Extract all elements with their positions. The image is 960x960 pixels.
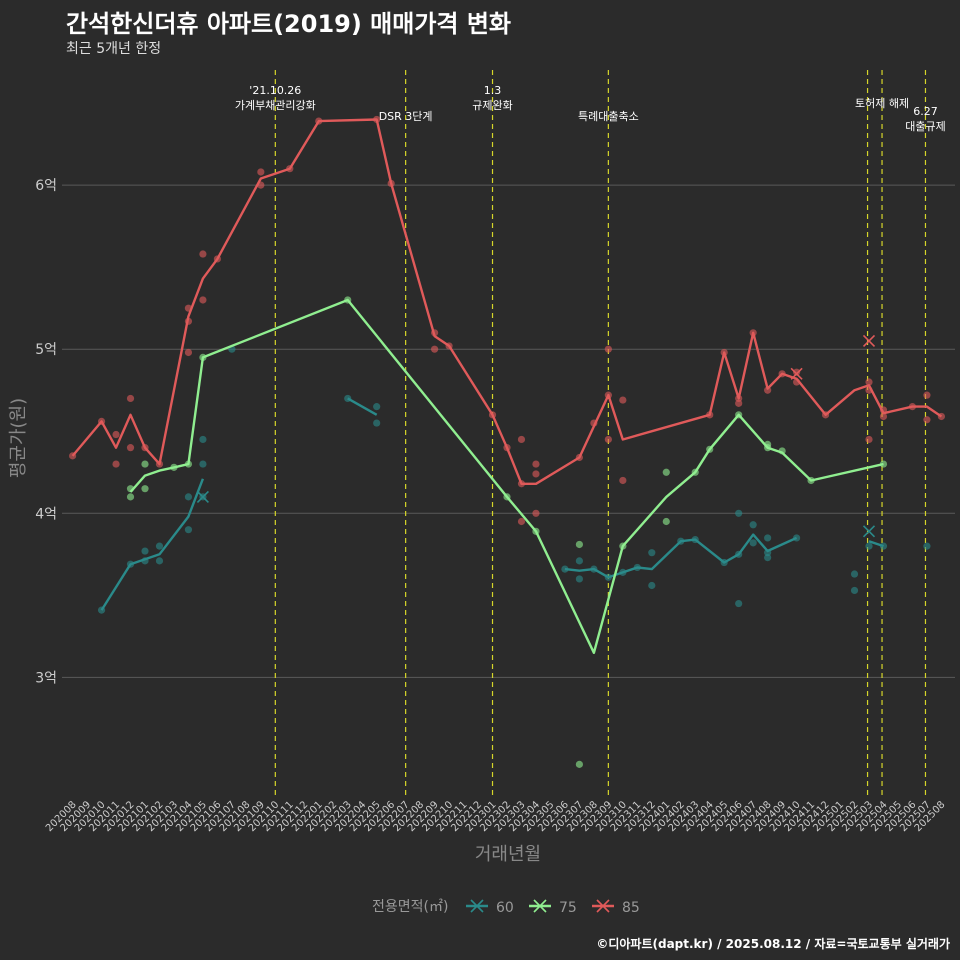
point-series-85 (865, 378, 873, 386)
point-series-60 (155, 542, 164, 550)
line-series-60 (564, 533, 798, 579)
event-label: 1.3 (484, 84, 502, 97)
point-series-85 (532, 509, 540, 517)
point-series-85 (619, 476, 627, 485)
point-series-75 (662, 517, 670, 526)
grid-lines (62, 184, 955, 678)
point-series-85 (865, 435, 873, 444)
point-series-75 (662, 468, 670, 476)
legend-key-60 (470, 899, 484, 913)
point-series-60 (199, 435, 207, 444)
event-label: 6.27 (913, 105, 938, 118)
point-series-75 (575, 540, 584, 549)
y-tick-labels: 3억 4억 5억 6억 (35, 178, 57, 686)
cross-mark-series-60 (196, 490, 209, 503)
source-caption: ©디아파트(dapt.kr) / 2025.08.12 / 자료=국토교통부 실… (596, 937, 950, 951)
point-series-60 (184, 526, 193, 534)
point-series-60 (155, 557, 164, 565)
point-series-60 (373, 419, 381, 427)
point-series-60 (575, 575, 584, 583)
event-label: 가계부채관리강화 (235, 99, 316, 112)
point-series-60 (850, 570, 859, 578)
point-series-75 (575, 760, 584, 768)
cross-mark-series-60 (862, 525, 876, 538)
point-series-85 (879, 412, 888, 421)
legend-label-60: 60 (496, 900, 514, 916)
data-points (69, 115, 946, 768)
legend: 전용면적(㎡) 60 75 85 (372, 899, 640, 916)
y-tick-label: 4억 (35, 506, 57, 522)
x-tick-labels: 2020082020092020102020112020122021012021… (44, 799, 948, 834)
point-series-60 (141, 547, 149, 555)
event-label: DSR 3단계 (379, 110, 433, 123)
y-axis-label: 평균가(원) (8, 398, 29, 478)
x-axis-label: 거래년월 (475, 844, 541, 865)
legend-label-75: 75 (559, 900, 577, 916)
event-label: 토허제 해제 (855, 96, 909, 110)
event-label: 규제완화 (472, 99, 512, 112)
y-tick-label: 3억 (35, 670, 57, 686)
point-series-85 (199, 296, 207, 304)
point-series-85 (517, 517, 526, 526)
point-series-60 (735, 509, 743, 517)
cross-marks (196, 334, 876, 538)
point-series-60 (865, 542, 873, 550)
point-series-85 (532, 460, 540, 468)
point-series-60 (749, 539, 757, 547)
event-label: '21.10.26 (249, 84, 301, 97)
point-series-85 (126, 394, 135, 403)
point-series-85 (199, 250, 207, 258)
series-lines (71, 118, 943, 654)
point-series-75 (126, 493, 135, 501)
point-series-85 (184, 348, 193, 357)
event-label: 대출규제 (905, 120, 945, 133)
point-series-60 (923, 542, 931, 550)
point-series-60 (648, 549, 656, 557)
legend-label-85: 85 (622, 900, 640, 916)
point-series-85 (517, 435, 526, 444)
point-series-60 (648, 581, 656, 590)
chart-title: 간석한신더휴 아파트(2019) 매매가격 변화 (66, 10, 511, 38)
cross-mark-series-85 (862, 334, 876, 348)
point-series-85 (923, 391, 931, 399)
chart-subtitle: 최근 5개년 한정 (66, 41, 162, 57)
point-series-85 (112, 430, 120, 439)
legend-title: 전용면적(㎡) (372, 899, 448, 915)
point-series-85 (604, 435, 612, 444)
point-series-60 (199, 460, 207, 468)
y-tick-label: 5억 (35, 342, 57, 358)
point-series-60 (184, 493, 193, 501)
line-series-60 (100, 478, 205, 611)
line-series-60 (347, 397, 378, 416)
point-series-85 (532, 470, 540, 478)
line-series-60 (868, 540, 884, 548)
point-series-85 (604, 345, 612, 353)
point-series-85 (923, 416, 931, 424)
point-series-75 (141, 485, 149, 493)
point-series-85 (735, 399, 743, 407)
line-series-85 (71, 118, 943, 485)
point-series-60 (575, 557, 584, 565)
point-series-75 (141, 460, 149, 468)
point-series-85 (793, 368, 801, 376)
point-series-85 (431, 345, 439, 353)
point-series-60 (735, 599, 743, 608)
cross-mark-series-85 (790, 367, 803, 380)
y-tick-label: 6억 (35, 178, 57, 194)
legend-key-75 (533, 899, 547, 913)
point-series-85 (126, 444, 135, 452)
point-series-60 (749, 521, 757, 529)
point-series-60 (850, 586, 859, 595)
point-series-60 (373, 403, 381, 411)
point-series-85 (257, 168, 265, 176)
point-series-60 (764, 534, 772, 542)
legend-key-85 (596, 899, 610, 913)
event-label: 특례대출축소 (578, 110, 639, 123)
line-series-75 (129, 298, 884, 654)
point-series-85 (112, 460, 120, 468)
point-series-85 (619, 396, 627, 404)
point-series-60 (764, 554, 772, 562)
